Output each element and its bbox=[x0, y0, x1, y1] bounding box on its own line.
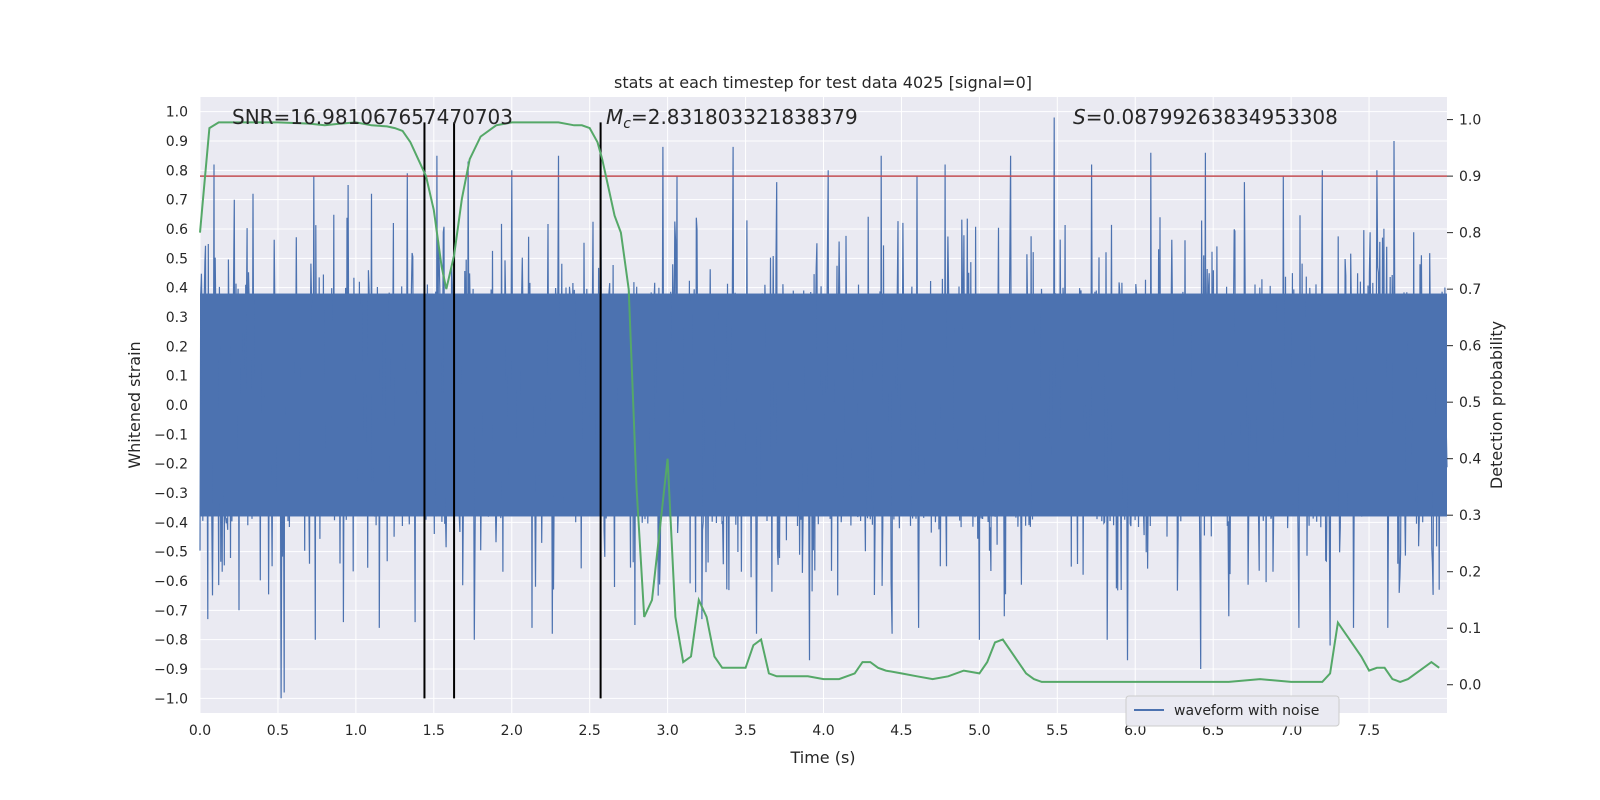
s-symbol: S bbox=[1073, 105, 1086, 129]
y-right-tick-label: 0.4 bbox=[1459, 452, 1481, 468]
chart-title: stats at each timestep for test data 402… bbox=[614, 73, 1032, 92]
y-right-tick-label: 0.7 bbox=[1459, 282, 1481, 298]
y-left-tick-label: −0.1 bbox=[154, 427, 188, 443]
waveform-series bbox=[199, 117, 1448, 699]
x-tick-label: 5.5 bbox=[1046, 723, 1068, 739]
probability-series bbox=[199, 121, 1440, 683]
mc-symbol: M bbox=[606, 105, 623, 129]
mc-value: =2.831803321838379 bbox=[631, 105, 858, 129]
x-tick-label: 2.0 bbox=[501, 723, 523, 739]
x-tick-label: 5.0 bbox=[968, 723, 990, 739]
y-right-ticks: 1.0 0.9 0.8 0.7 0.6 0.5 0.4 0.3 0.2 0.1 0.0 bbox=[1447, 113, 1481, 694]
x-axis-label: Time (s) bbox=[789, 748, 855, 767]
y-right-tick-label: 0.8 bbox=[1459, 226, 1481, 242]
s-value: =0.08799263834953308 bbox=[1086, 105, 1338, 129]
x-tick-label: 0.0 bbox=[189, 723, 211, 739]
x-tick-label: 7.5 bbox=[1358, 723, 1380, 739]
legend-label: waveform with noise bbox=[1174, 703, 1319, 719]
y-left-tick-label: −0.6 bbox=[154, 574, 188, 590]
x-tick-label: 1.0 bbox=[345, 723, 367, 739]
vertical-markers bbox=[423, 122, 602, 699]
y-left-tick-label: −1.0 bbox=[154, 691, 188, 707]
y-left-tick-label: 0.6 bbox=[166, 222, 188, 238]
y-left-tick-label: −0.4 bbox=[154, 515, 188, 531]
mc-annotation: Mc=2.831803321838379 bbox=[606, 105, 858, 132]
y-left-tick-label: −0.9 bbox=[154, 662, 188, 678]
y-left-tick-label: −0.8 bbox=[154, 633, 188, 649]
y-axis-label-right: Detection probability bbox=[1487, 321, 1506, 489]
y-right-tick-label: 0.6 bbox=[1459, 339, 1481, 355]
y-right-tick-label: 0.3 bbox=[1459, 508, 1481, 524]
waveform-line bbox=[199, 117, 1448, 699]
x-tick-label: 3.5 bbox=[734, 723, 756, 739]
y-left-tick-label: 0.2 bbox=[166, 339, 188, 355]
x-ticks: 0.0 0.5 1.0 1.5 2.0 2.5 3.0 3.5 4.0 4.5 5.0 5.5 6.0 6… bbox=[189, 723, 1380, 739]
y-left-tick-label: 0.8 bbox=[166, 163, 188, 179]
y-left-tick-label: −0.3 bbox=[154, 486, 188, 502]
y-right-tick-label: 0.1 bbox=[1459, 621, 1481, 637]
x-tick-label: 3.0 bbox=[656, 723, 678, 739]
x-tick-label: 2.5 bbox=[579, 723, 601, 739]
legend: waveform with noise bbox=[1125, 695, 1340, 727]
y-right-tick-label: 1.0 bbox=[1459, 113, 1481, 129]
y-left-tick-label: 1.0 bbox=[166, 105, 188, 121]
y-left-tick-label: 0.3 bbox=[166, 310, 188, 326]
y-left-tick-label: 0.7 bbox=[166, 193, 188, 209]
y-left-tick-label: 0.4 bbox=[166, 281, 188, 297]
y-left-tick-label: −0.2 bbox=[154, 457, 188, 473]
x-tick-label: 6.5 bbox=[1202, 723, 1224, 739]
y-left-tick-label: 0.9 bbox=[166, 134, 188, 150]
y-axis-label-left: Whitened strain bbox=[125, 341, 144, 468]
probability-line bbox=[199, 121, 1440, 683]
y-left-tick-label: 0.1 bbox=[166, 369, 188, 385]
x-tick-label: 4.0 bbox=[812, 723, 834, 739]
x-tick-label: 6.0 bbox=[1124, 723, 1146, 739]
legend-box bbox=[1125, 695, 1340, 727]
x-tick-label: 4.5 bbox=[890, 723, 912, 739]
y-left-tick-label: 0.0 bbox=[166, 398, 188, 414]
y-right-tick-label: 0.2 bbox=[1459, 565, 1481, 581]
y-left-tick-label: −0.5 bbox=[154, 545, 188, 561]
x-tick-label: 0.5 bbox=[267, 723, 289, 739]
y-right-tick-label: 0.5 bbox=[1459, 395, 1481, 411]
snr-annotation: SNR=16.981067657470703 bbox=[232, 105, 513, 129]
mc-subscript: c bbox=[623, 116, 631, 132]
y-left-tick-label: 0.5 bbox=[166, 251, 188, 267]
y-left-ticks: 1.0 0.9 0.8 0.7 0.6 0.5 0.4 0.3 0.2 0.1 0.0 −0.1 −0.… bbox=[154, 105, 188, 708]
y-left-tick-label: −0.7 bbox=[154, 603, 188, 619]
y-right-tick-label: 0.0 bbox=[1459, 678, 1481, 694]
y-right-tick-label: 0.9 bbox=[1459, 169, 1481, 185]
x-tick-label: 1.5 bbox=[423, 723, 445, 739]
s-annotation: S=0.08799263834953308 bbox=[1073, 105, 1338, 129]
x-tick-label: 7.0 bbox=[1280, 723, 1302, 739]
